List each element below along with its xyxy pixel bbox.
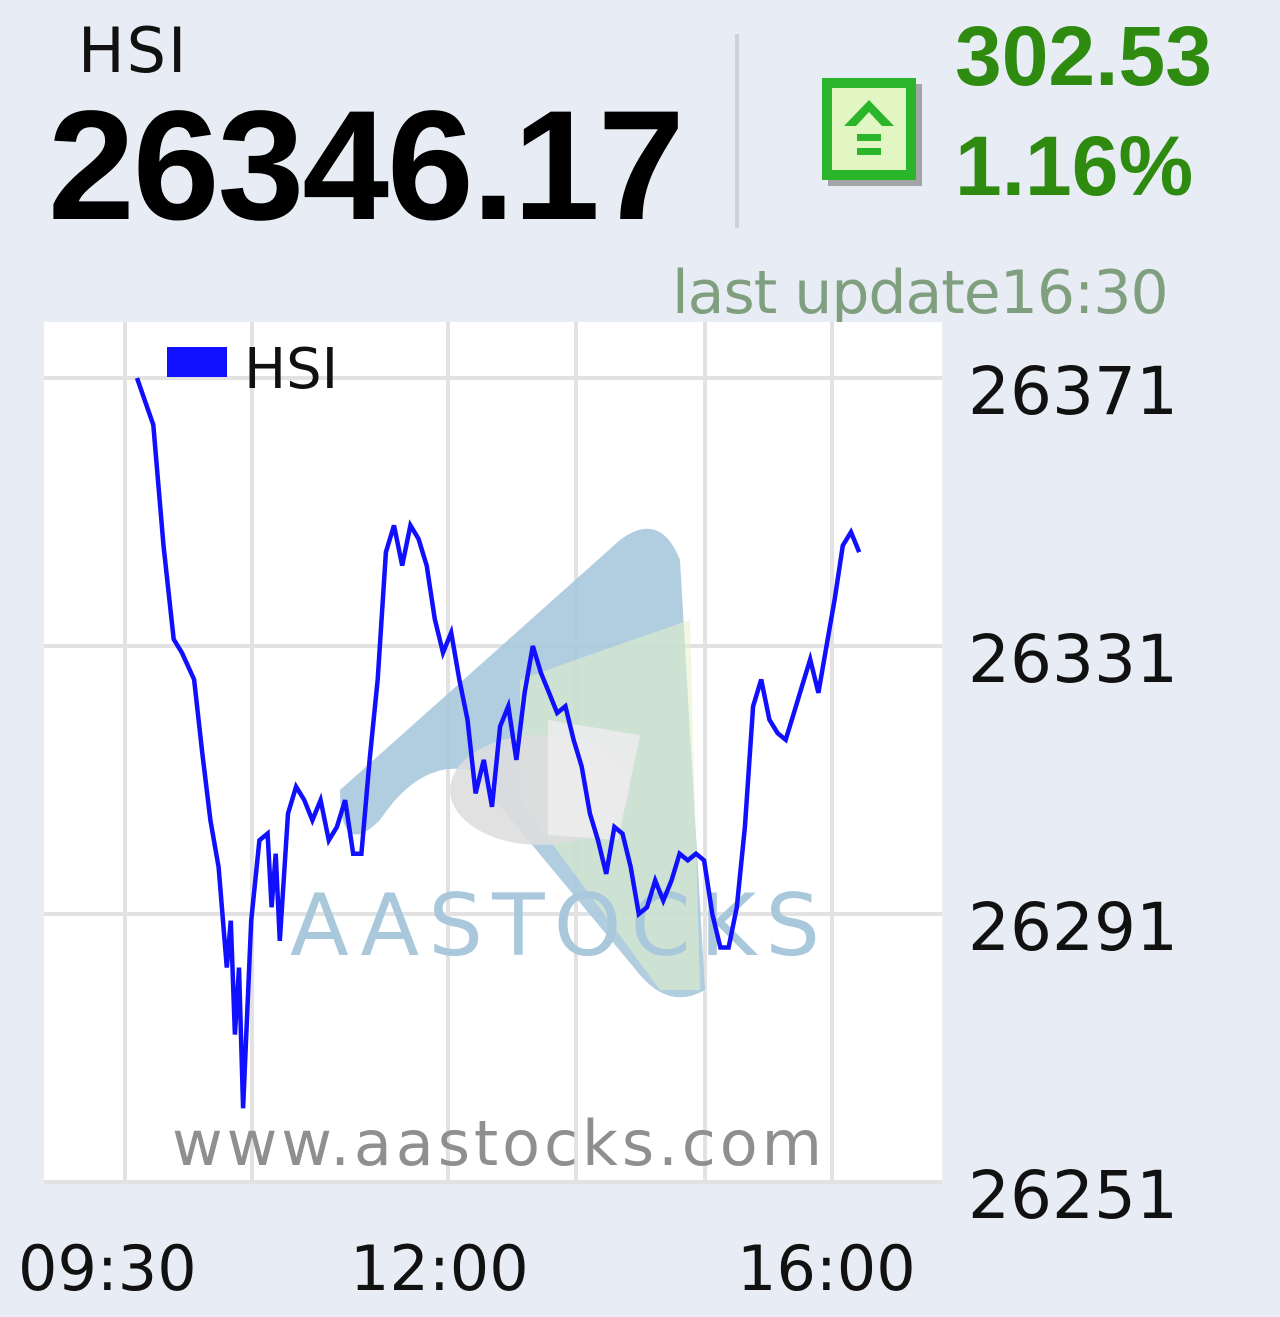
chart-legend: HSI [167,337,338,402]
index-value: 26346.17 [48,79,685,253]
y-tick-label: 26331 [968,621,1178,698]
watermark-url: www.aastocks.com [172,1107,822,1180]
series-line-hsi [134,377,862,1109]
y-axis-ticks: 26371 26331 26291 26251 [968,353,1178,1234]
change-value: 302.53 [955,9,1212,103]
last-update-time: last update16:30 [672,258,1169,328]
y-tick-label: 26371 [968,353,1178,430]
index-name: HSI [78,14,189,87]
legend-label-hsi: HSI [244,337,338,402]
y-tick-label: 26251 [968,1157,1178,1234]
up-arrow-icon [822,78,922,186]
x-tick-label: 12:00 [350,1232,529,1305]
header-divider [735,34,739,228]
x-tick-label: 16:00 [737,1232,916,1305]
y-tick-label: 26291 [968,889,1178,966]
x-axis-ticks: 09:30 12:00 16:00 [18,1232,916,1305]
chart-grid [44,322,942,1184]
series-layer [134,377,862,1109]
watermark-logo-mark [548,720,640,840]
legend-swatch-hsi [167,347,227,377]
x-tick-label: 09:30 [18,1232,197,1305]
change-percent: 1.16% [955,119,1194,213]
